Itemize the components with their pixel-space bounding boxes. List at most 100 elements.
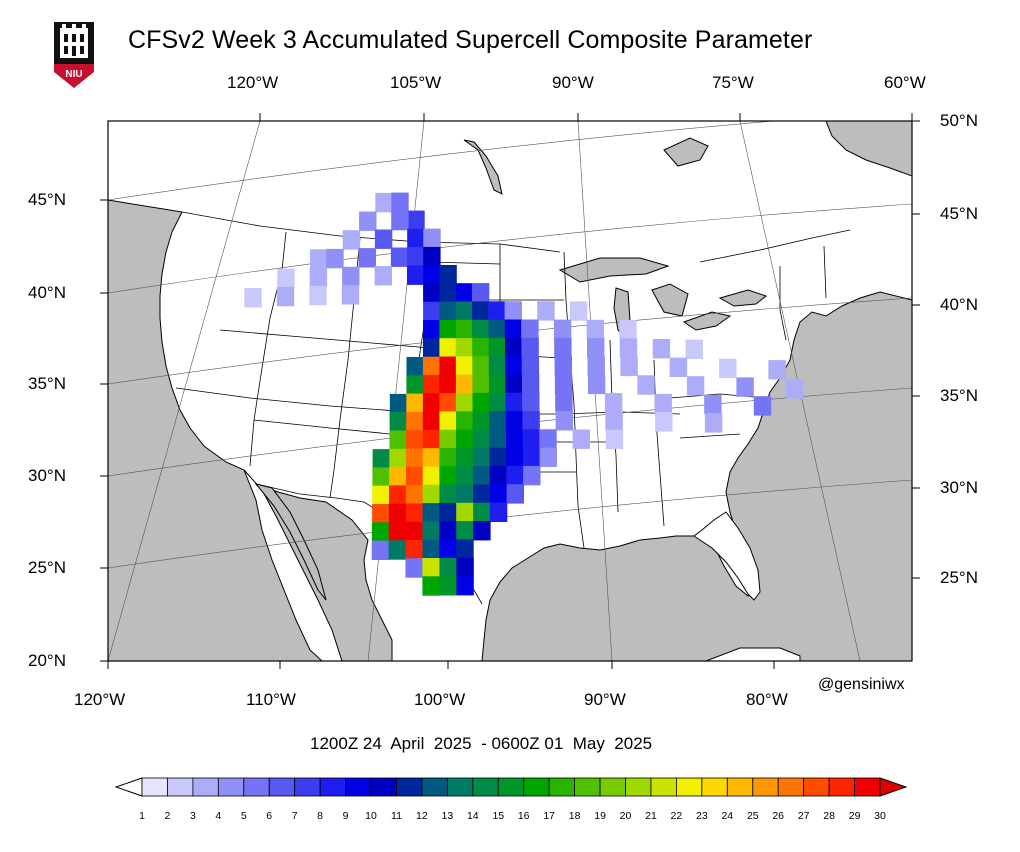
scp-cell <box>406 393 424 413</box>
scp-cell <box>423 228 441 248</box>
colorbar-tick-label: 4 <box>215 810 222 822</box>
colorbar-tick-label: 28 <box>823 810 835 822</box>
scp-cell <box>422 448 441 468</box>
scp-cell <box>472 338 490 358</box>
scp-cell <box>654 393 672 414</box>
colorbar-tick-label: 19 <box>594 810 606 822</box>
scp-cell <box>522 447 541 467</box>
colorbar-cell <box>217 777 245 797</box>
scp-cell <box>439 539 457 559</box>
scp-cell <box>504 301 522 321</box>
scp-cell <box>309 285 327 306</box>
colorbar-cell <box>726 777 754 797</box>
map-frame <box>107 120 913 662</box>
scp-cell <box>439 557 457 578</box>
scp-cell <box>471 283 490 303</box>
scp-cell <box>505 356 523 376</box>
scp-cell <box>439 283 457 303</box>
scp-cell <box>619 320 637 340</box>
scp-cell <box>554 374 573 394</box>
scp-cell <box>439 576 457 596</box>
colorbar-tick-label: 27 <box>797 810 810 822</box>
scp-cell <box>472 447 491 468</box>
scp-cell <box>439 466 457 486</box>
scp-cell <box>685 339 703 359</box>
left-lat-label-35n: 35°N <box>28 374 66 393</box>
scp-cell <box>637 375 655 395</box>
scp-cell <box>522 429 540 449</box>
scp-cell <box>390 247 409 267</box>
colorbar-tick-label: 12 <box>416 810 428 822</box>
scp-cell <box>372 504 390 524</box>
baja-peninsula <box>243 469 343 661</box>
colorbar-cell <box>523 777 550 797</box>
scp-cell <box>522 411 540 431</box>
scp-cell <box>439 393 457 413</box>
colorbar-cell <box>803 777 830 797</box>
scp-cell <box>521 337 539 358</box>
scp-cell <box>686 376 705 396</box>
colorbar-cell <box>319 777 346 797</box>
scp-cell <box>472 356 490 376</box>
colorbar-cell <box>777 777 805 797</box>
scp-cell <box>704 394 722 415</box>
scp-cell <box>522 392 540 413</box>
scp-cell <box>422 576 440 596</box>
scp-cell <box>455 356 474 376</box>
scp-cell <box>456 539 474 559</box>
scp-cell <box>422 466 441 486</box>
colorbar-tick-label: 25 <box>746 810 759 822</box>
scp-cell <box>422 393 441 413</box>
scp-cell <box>455 338 474 358</box>
scp-cell <box>472 392 490 413</box>
scp-cell <box>374 229 393 249</box>
scp-cell <box>406 448 424 468</box>
scp-cell <box>277 268 295 288</box>
colorbar-tick-label: 16 <box>517 810 530 822</box>
scp-cell <box>423 265 441 285</box>
scp-cell <box>372 485 390 506</box>
scp-cell <box>605 411 623 431</box>
canadian-lakes <box>463 121 912 195</box>
scp-cell <box>521 319 539 339</box>
scp-cell <box>488 319 506 339</box>
scp-cell <box>489 411 507 431</box>
scp-cell <box>472 429 491 449</box>
scp-cell <box>405 540 423 560</box>
colorbar-min-arrow <box>114 777 143 797</box>
gulf-of-california <box>254 483 327 601</box>
scp-cell <box>456 447 474 468</box>
colorbar-tick-label: 8 <box>317 810 324 822</box>
scp-cell <box>359 211 377 231</box>
colorbar-tick-label: 13 <box>441 810 454 822</box>
colorbar-cell <box>396 777 423 797</box>
niu-logo: NIU <box>54 22 94 88</box>
scp-cell <box>388 522 407 542</box>
scp-cell <box>472 466 491 486</box>
colorbar-tick-label: 15 <box>492 810 505 822</box>
right-lat-label-35n: 35°N <box>940 386 978 405</box>
scp-cell <box>406 357 424 377</box>
scp-cell <box>572 429 590 449</box>
scp-cell <box>456 484 474 504</box>
colorbar-cell <box>370 777 397 797</box>
colorbar-tick-label: 24 <box>721 810 734 822</box>
scp-cell <box>407 247 425 267</box>
scp-cell <box>489 447 507 468</box>
scp-cell <box>586 319 604 340</box>
scp-cell <box>422 411 441 431</box>
scp-cell <box>472 374 490 394</box>
colorbar-cell <box>167 777 194 797</box>
scp-cell <box>372 449 390 469</box>
scp-cell <box>455 319 474 340</box>
axis-ticks <box>100 113 920 669</box>
colorbar-tick-label: 30 <box>874 810 886 822</box>
scp-cell <box>388 540 406 560</box>
scp-cell <box>506 429 524 449</box>
top-lon-label-105w: 105°W <box>390 73 442 92</box>
scp-cell <box>375 192 393 213</box>
colorbar-cell <box>472 777 499 797</box>
bottom-lon-label-120w: 120°W <box>74 690 126 709</box>
scp-cell <box>372 467 390 487</box>
